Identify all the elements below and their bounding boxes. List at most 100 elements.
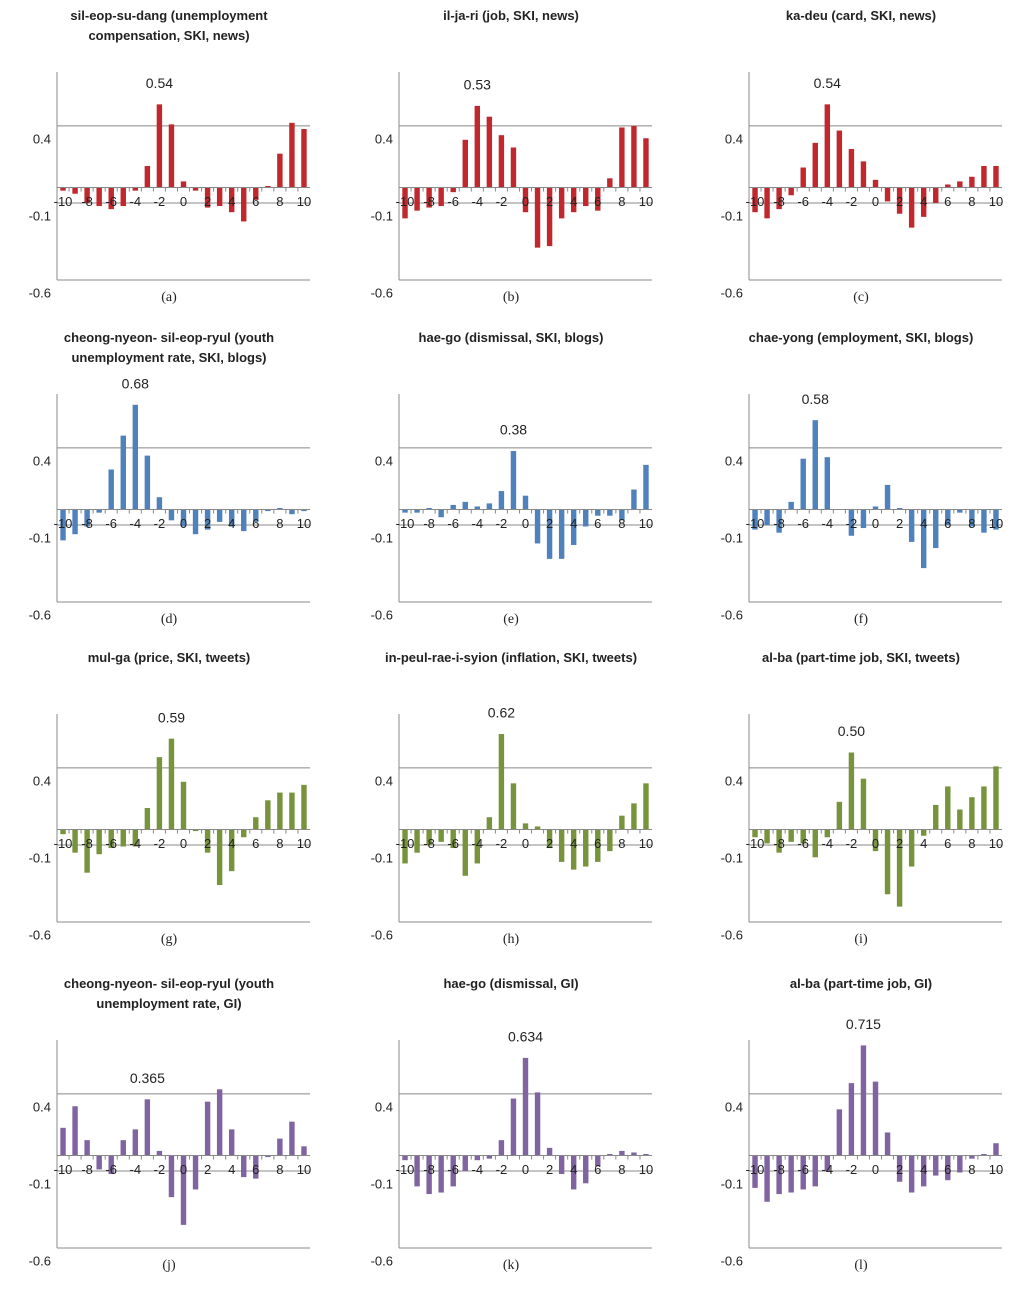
bar (438, 187, 444, 207)
x-tick-label: -10 (396, 194, 415, 209)
bar (812, 829, 818, 858)
value-label: 0.634 (508, 1029, 543, 1045)
bar (619, 509, 625, 521)
x-tick-label: 0 (180, 1162, 187, 1177)
bar (241, 509, 247, 532)
x-tick-label: 2 (896, 836, 903, 851)
bar (168, 509, 175, 521)
x-tick-label: -10 (396, 836, 415, 851)
bar (933, 509, 939, 549)
bar (558, 829, 565, 862)
bar (289, 509, 295, 515)
bar (289, 1121, 295, 1156)
x-tick-label: -10 (746, 1162, 765, 1177)
x-tick-label: -10 (54, 836, 73, 851)
bar (241, 187, 247, 222)
caption: (h) (502, 932, 520, 947)
x-tick-label: 2 (204, 1162, 211, 1177)
x-tick-label: -4 (472, 1162, 484, 1177)
bar (595, 187, 601, 211)
x-tick-label: 10 (639, 194, 653, 209)
bar (132, 404, 139, 510)
bar (607, 1154, 613, 1156)
bar (896, 508, 903, 510)
x-tick-label: -8 (81, 194, 93, 209)
chart: -0.6 -0.1 0.4 -10 -8 -6 -4 0.365 -2 0 2 4 6 8 10 (29, 1040, 311, 1268)
x-tick-label: -4 (130, 516, 142, 531)
x-tick-label: -2 (846, 194, 858, 209)
bar (192, 509, 199, 535)
bar (583, 509, 589, 527)
bar (72, 509, 78, 535)
bar (607, 178, 613, 188)
x-tick-label: 6 (252, 516, 259, 531)
bar (204, 187, 211, 208)
x-tick-label: 8 (618, 194, 625, 209)
x-tick-label: 4 (920, 194, 927, 209)
x-tick-label: 2 (546, 516, 553, 531)
bar (462, 501, 468, 510)
y-tick-label: -0.1 (371, 850, 393, 865)
x-tick-label: 4 (228, 836, 235, 851)
x-tick-label: 10 (989, 516, 1003, 531)
bar (522, 495, 529, 510)
bar (402, 509, 408, 513)
chart-panel: -0.6 -0.1 0.4 -10 -8 -6 -4 -2 0.62 0 2 4 6 8 10 in-peul… (342, 642, 680, 964)
x-tick-label: 0 (180, 194, 187, 209)
bar (981, 786, 987, 830)
bar (192, 1155, 199, 1190)
bar (583, 1155, 589, 1184)
bar (945, 1155, 951, 1181)
bar (945, 184, 951, 188)
x-tick-label: 0 (180, 836, 187, 851)
bar (558, 509, 565, 559)
bar (788, 501, 794, 510)
x-tick-label: 6 (944, 194, 951, 209)
chart-panel: -0.6 -0.1 0.4 -10 -8 -6 0.58 -4 -2 0 2 4 6 8 10 chae-yo… (692, 322, 1014, 644)
bar (993, 509, 999, 530)
y-tick-label: 0.4 (33, 453, 51, 468)
bar (884, 187, 891, 202)
bar (192, 187, 199, 191)
y-tick-label: 0.4 (33, 131, 51, 146)
bar (486, 1155, 493, 1159)
bar (414, 1155, 420, 1187)
bar (534, 826, 541, 830)
x-tick-label: 2 (896, 194, 903, 209)
x-tick-label: 0 (872, 516, 879, 531)
bar (752, 829, 758, 838)
x-tick-label: 2 (204, 516, 211, 531)
bar (993, 1143, 999, 1156)
bar (253, 817, 259, 830)
y-tick-label: 0.4 (375, 453, 393, 468)
y-tick-label: -0.1 (371, 530, 393, 545)
x-tick-label: -2 (154, 194, 166, 209)
bar (752, 1155, 758, 1188)
bar (776, 1155, 782, 1195)
chart-title: al-ba (part-time job, SKI, tweets) (762, 650, 960, 665)
x-tick-label: -2 (496, 836, 508, 851)
bar (558, 1155, 565, 1175)
bar (241, 829, 247, 838)
bar (289, 792, 295, 830)
bar (180, 1155, 187, 1225)
bar (764, 829, 770, 844)
bar (957, 181, 963, 188)
x-tick-label: -6 (797, 1162, 809, 1177)
bar (546, 829, 553, 849)
caption: (e) (503, 612, 519, 627)
x-tick-label: -6 (797, 194, 809, 209)
value-label: 0.50 (838, 723, 865, 739)
y-tick-label: -0.1 (29, 530, 51, 545)
x-tick-label: -6 (105, 1162, 117, 1177)
y-tick-label: -0.1 (721, 850, 743, 865)
x-tick-label: -4 (472, 836, 484, 851)
x-tick-label: -6 (447, 1162, 459, 1177)
y-tick-label: -0.1 (29, 208, 51, 223)
y-tick-label: -0.6 (721, 1253, 743, 1268)
x-tick-label: -8 (773, 836, 785, 851)
chart-panel: -0.6 -0.1 0.4 -10 -8 -6 -4 0.68 -2 0 2 4 6 8 10 cheong-… (0, 322, 338, 644)
x-tick-label: 8 (968, 1162, 975, 1177)
chart-panel: -0.6 -0.1 0.4 -10 -8 -6 -4 -2 0 0.634 2 4 6 8 10 hae-go… (342, 968, 680, 1290)
bar (993, 766, 999, 830)
